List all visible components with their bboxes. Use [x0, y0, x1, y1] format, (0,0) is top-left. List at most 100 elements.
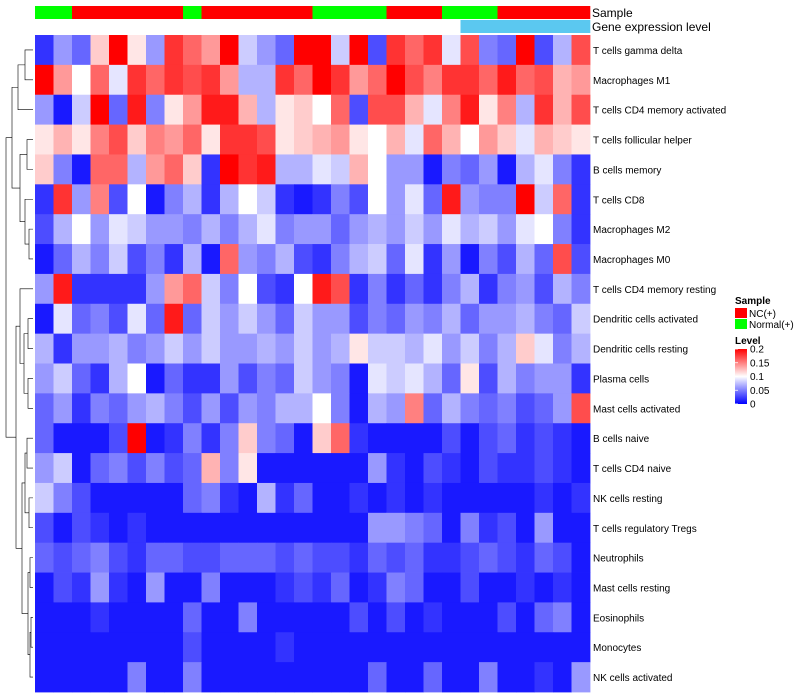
heatmap-cell: [72, 662, 91, 693]
heatmap-cell: [164, 632, 184, 663]
heatmap-cell: [146, 244, 165, 275]
heatmap-cell: [238, 244, 258, 275]
heatmap-cell: [109, 423, 128, 454]
heatmap-cell: [479, 124, 498, 155]
heatmap-cell: [90, 512, 110, 544]
heatmap-cell: [479, 363, 498, 394]
heatmap-cell: [349, 632, 369, 663]
heatmap-cell: [442, 453, 461, 484]
heatmap-cell: [220, 94, 239, 125]
heatmap-cell: [423, 214, 443, 245]
heatmap-cell: [571, 482, 591, 514]
heatmap-cell: [127, 35, 147, 66]
heatmap-cell: [368, 303, 387, 335]
heatmap-cell: [571, 512, 591, 544]
heatmap-cell: [35, 542, 54, 573]
heatmap-cell: [368, 214, 387, 245]
heatmap-cell: [53, 244, 73, 275]
row-label: Macrophages M2: [593, 225, 671, 236]
heatmap-cell: [72, 124, 91, 155]
heatmap-cell: [53, 124, 73, 155]
heatmap-cell: [571, 363, 591, 394]
heatmap-cell: [497, 512, 517, 544]
heatmap-cell: [405, 393, 424, 424]
heatmap-cell: [72, 214, 91, 245]
legend: Sample NC(+) Normal(+) Level 0.2 0.15 0.1 0…: [735, 296, 794, 411]
heatmap-cell: [349, 35, 369, 66]
heatmap-cell: [257, 94, 276, 125]
heatmap-cell: [386, 35, 406, 66]
heatmap-cell: [183, 662, 202, 693]
heatmap-cell: [405, 184, 424, 215]
heatmap-cell: [53, 632, 73, 663]
heatmap-cell: [386, 393, 406, 424]
heatmap-cell: [294, 124, 313, 155]
heatmap-cell: [368, 363, 387, 394]
heatmap-cell: [109, 662, 128, 693]
heatmap-cell: [35, 214, 54, 245]
heatmap-cell: [183, 632, 202, 663]
legend-tick-label: 0: [750, 400, 756, 411]
heatmap-cell: [220, 512, 239, 544]
heatmap-cell: [183, 393, 202, 424]
heatmap-cell: [201, 35, 221, 66]
heatmap-cell: [53, 512, 73, 544]
dendrogram-branch: [27, 378, 33, 409]
heatmap-cell: [257, 244, 276, 275]
heatmap-cell: [109, 124, 128, 155]
heatmap-cell: [109, 333, 128, 364]
heatmap-cell: [460, 632, 480, 663]
heatmap-cell: [257, 453, 276, 484]
row-label: Neutrophils: [593, 554, 644, 565]
heatmap-cell: [386, 214, 406, 245]
heatmap-cell: [127, 64, 147, 96]
heatmap-cell: [90, 94, 110, 125]
heatmap-cell: [35, 64, 54, 96]
heatmap-cell: [386, 453, 406, 484]
heatmap-cell: [90, 662, 110, 693]
heatmap-cell: [497, 482, 517, 514]
heatmap-cell: [257, 124, 276, 155]
heatmap-cell: [571, 35, 591, 66]
heatmap-cell: [183, 363, 202, 394]
heatmap-cell: [405, 303, 424, 335]
heatmap-cell: [405, 423, 424, 454]
annotation-track-labels: Sample Gene expression level: [592, 6, 711, 34]
heatmap-cell: [164, 542, 184, 573]
heatmap-cell: [90, 303, 110, 335]
heatmap-cell: [312, 602, 332, 633]
heatmap-cell: [183, 64, 202, 96]
heatmap-cell: [53, 333, 73, 364]
row-label: NK cells activated: [593, 673, 672, 684]
heatmap-cell: [220, 393, 239, 424]
heatmap-cell: [386, 273, 406, 305]
legend-tick-label: 0.2: [750, 345, 764, 356]
heatmap-cell: [220, 363, 239, 394]
heatmap-cell: [442, 393, 461, 424]
heatmap-cell: [90, 572, 110, 603]
heatmap-cell: [53, 303, 73, 335]
heatmap-cell: [201, 423, 221, 454]
heatmap-cell: [109, 602, 128, 633]
heatmap-cell: [164, 363, 184, 394]
heatmap-cell: [423, 64, 443, 96]
heatmap-cell: [220, 244, 239, 275]
heatmap-cell: [35, 124, 54, 155]
heatmap-cell: [35, 393, 54, 424]
dendrogram-branch: [17, 64, 33, 110]
heatmap-cell: [460, 393, 480, 424]
heatmap-cell: [294, 423, 313, 454]
heatmap-cell: [275, 482, 295, 514]
heatmap-cell: [146, 184, 165, 215]
heatmap-cell: [127, 572, 147, 603]
heatmap-cell: [516, 632, 535, 663]
heatmap-cell: [238, 393, 258, 424]
heatmap-cell: [90, 64, 110, 96]
heatmap-cell: [479, 333, 498, 364]
heatmap-cell: [275, 184, 295, 215]
heatmap-cell: [312, 482, 332, 514]
heatmap-cell: [442, 273, 461, 305]
heatmap-cell: [516, 273, 535, 305]
heatmap-cell: [479, 602, 498, 633]
heatmap-cell: [534, 453, 554, 484]
